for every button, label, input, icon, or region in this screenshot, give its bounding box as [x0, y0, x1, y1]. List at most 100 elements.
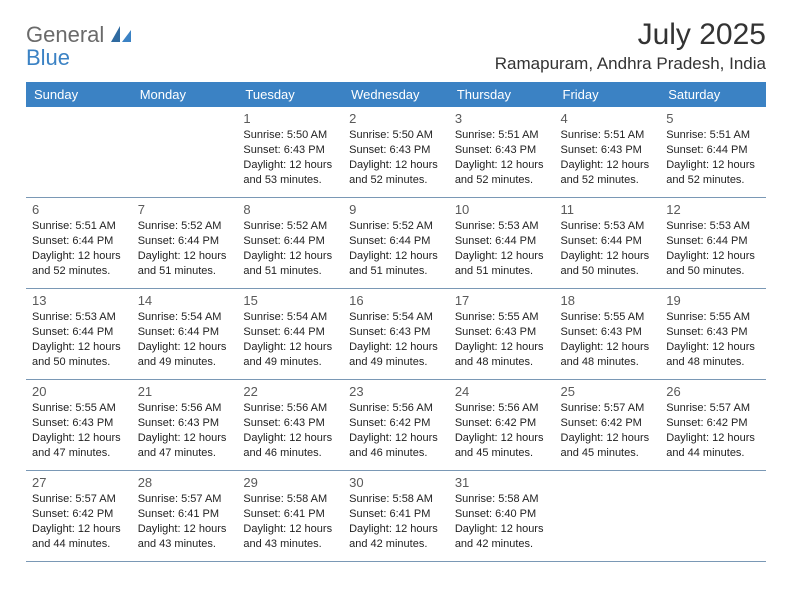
day-number: 4	[561, 111, 655, 126]
day-cell: 30Sunrise: 5:58 AMSunset: 6:41 PMDayligh…	[343, 471, 449, 562]
sunset-line: Sunset: 6:44 PM	[138, 234, 232, 249]
day-number: 24	[455, 384, 549, 399]
logo: General Blue	[26, 24, 131, 70]
weekday-thursday: Thursday	[449, 82, 555, 107]
sunrise-line: Sunrise: 5:56 AM	[349, 401, 443, 416]
week-row: 6Sunrise: 5:51 AMSunset: 6:44 PMDaylight…	[26, 198, 766, 289]
daylight-line-2: and 51 minutes.	[455, 264, 549, 279]
day-number: 11	[561, 202, 655, 217]
weekday-monday: Monday	[132, 82, 238, 107]
daylight-line-1: Daylight: 12 hours	[32, 249, 126, 264]
daylight-line-1: Daylight: 12 hours	[243, 522, 337, 537]
sunset-line: Sunset: 6:44 PM	[666, 234, 760, 249]
day-cell: 27Sunrise: 5:57 AMSunset: 6:42 PMDayligh…	[26, 471, 132, 562]
daylight-line-1: Daylight: 12 hours	[455, 249, 549, 264]
sunset-line: Sunset: 6:44 PM	[561, 234, 655, 249]
day-number: 21	[138, 384, 232, 399]
day-number: 9	[349, 202, 443, 217]
daylight-line-1: Daylight: 12 hours	[349, 522, 443, 537]
day-cell: 5Sunrise: 5:51 AMSunset: 6:44 PMDaylight…	[660, 107, 766, 198]
sunrise-line: Sunrise: 5:57 AM	[32, 492, 126, 507]
daylight-line-2: and 45 minutes.	[455, 446, 549, 461]
sunrise-line: Sunrise: 5:51 AM	[666, 128, 760, 143]
logo-general: General	[26, 22, 104, 47]
day-cell: 4Sunrise: 5:51 AMSunset: 6:43 PMDaylight…	[555, 107, 661, 198]
daylight-line-1: Daylight: 12 hours	[666, 158, 760, 173]
daylight-line-2: and 42 minutes.	[349, 537, 443, 552]
day-number: 23	[349, 384, 443, 399]
sunrise-line: Sunrise: 5:57 AM	[561, 401, 655, 416]
sunset-line: Sunset: 6:42 PM	[666, 416, 760, 431]
daylight-line-1: Daylight: 12 hours	[455, 431, 549, 446]
week-row: 1Sunrise: 5:50 AMSunset: 6:43 PMDaylight…	[26, 107, 766, 198]
sunset-line: Sunset: 6:42 PM	[561, 416, 655, 431]
sunset-line: Sunset: 6:43 PM	[349, 143, 443, 158]
day-cell: 2Sunrise: 5:50 AMSunset: 6:43 PMDaylight…	[343, 107, 449, 198]
week-row: 13Sunrise: 5:53 AMSunset: 6:44 PMDayligh…	[26, 289, 766, 380]
day-number: 22	[243, 384, 337, 399]
day-number: 16	[349, 293, 443, 308]
weekday-friday: Friday	[555, 82, 661, 107]
daylight-line-2: and 46 minutes.	[243, 446, 337, 461]
daylight-line-1: Daylight: 12 hours	[455, 340, 549, 355]
daylight-line-2: and 53 minutes.	[243, 173, 337, 188]
day-cell	[26, 107, 132, 198]
daylight-line-2: and 48 minutes.	[561, 355, 655, 370]
sunrise-line: Sunrise: 5:52 AM	[349, 219, 443, 234]
day-number: 27	[32, 475, 126, 490]
sunrise-line: Sunrise: 5:51 AM	[561, 128, 655, 143]
daylight-line-1: Daylight: 12 hours	[349, 431, 443, 446]
day-number: 1	[243, 111, 337, 126]
daylight-line-1: Daylight: 12 hours	[666, 431, 760, 446]
sunset-line: Sunset: 6:44 PM	[32, 325, 126, 340]
daylight-line-1: Daylight: 12 hours	[243, 431, 337, 446]
daylight-line-1: Daylight: 12 hours	[666, 249, 760, 264]
sunrise-line: Sunrise: 5:56 AM	[243, 401, 337, 416]
day-cell: 23 Sunrise: 5:56 AMSunset: 6:42 PMDayligh…	[343, 380, 449, 471]
sunrise-line: Sunrise: 5:57 AM	[138, 492, 232, 507]
daylight-line-1: Daylight: 12 hours	[32, 340, 126, 355]
daylight-line-2: and 49 minutes.	[138, 355, 232, 370]
day-number: 29	[243, 475, 337, 490]
sunset-line: Sunset: 6:43 PM	[666, 325, 760, 340]
sunset-line: Sunset: 6:43 PM	[561, 325, 655, 340]
sunrise-line: Sunrise: 5:55 AM	[32, 401, 126, 416]
calendar-page: General Blue July 2025 Ramapuram, Andhra…	[0, 0, 792, 562]
daylight-line-1: Daylight: 12 hours	[243, 158, 337, 173]
daylight-line-2: and 51 minutes.	[138, 264, 232, 279]
daylight-line-1: Daylight: 12 hours	[32, 431, 126, 446]
sunset-line: Sunset: 6:43 PM	[349, 325, 443, 340]
sunrise-line: Sunrise: 5:54 AM	[138, 310, 232, 325]
daylight-line-2: and 52 minutes.	[561, 173, 655, 188]
daylight-line-2: and 50 minutes.	[666, 264, 760, 279]
daylight-line-1: Daylight: 12 hours	[561, 431, 655, 446]
sunrise-line: Sunrise: 5:54 AM	[243, 310, 337, 325]
calendar-body: 1Sunrise: 5:50 AMSunset: 6:43 PMDaylight…	[26, 107, 766, 562]
day-cell: 26Sunrise: 5:57 AMSunset: 6:42 PMDayligh…	[660, 380, 766, 471]
day-number: 20	[32, 384, 126, 399]
daylight-line-2: and 45 minutes.	[561, 446, 655, 461]
day-number: 8	[243, 202, 337, 217]
sunset-line: Sunset: 6:43 PM	[138, 416, 232, 431]
day-cell: 29Sunrise: 5:58 AMSunset: 6:41 PMDayligh…	[237, 471, 343, 562]
day-cell	[132, 107, 238, 198]
day-cell	[555, 471, 661, 562]
sunset-line: Sunset: 6:44 PM	[243, 234, 337, 249]
day-cell	[660, 471, 766, 562]
daylight-line-2: and 49 minutes.	[349, 355, 443, 370]
sunrise-line: Sunrise: 5:55 AM	[666, 310, 760, 325]
sunset-line: Sunset: 6:43 PM	[32, 416, 126, 431]
day-number: 10	[455, 202, 549, 217]
sunset-line: Sunset: 6:42 PM	[349, 416, 443, 431]
sunrise-line: Sunrise: 5:54 AM	[349, 310, 443, 325]
daylight-line-2: and 49 minutes.	[243, 355, 337, 370]
sunset-line: Sunset: 6:44 PM	[138, 325, 232, 340]
day-cell: 17Sunrise: 5:55 AMSunset: 6:43 PMDayligh…	[449, 289, 555, 380]
sunrise-line: Sunrise: 5:53 AM	[455, 219, 549, 234]
day-cell: 22Sunrise: 5:56 AMSunset: 6:43 PMDayligh…	[237, 380, 343, 471]
sunset-line: Sunset: 6:44 PM	[243, 325, 337, 340]
day-cell: 28Sunrise: 5:57 AMSunset: 6:41 PMDayligh…	[132, 471, 238, 562]
sunrise-line: Sunrise: 5:58 AM	[243, 492, 337, 507]
daylight-line-1: Daylight: 12 hours	[349, 158, 443, 173]
sunset-line: Sunset: 6:43 PM	[243, 143, 337, 158]
